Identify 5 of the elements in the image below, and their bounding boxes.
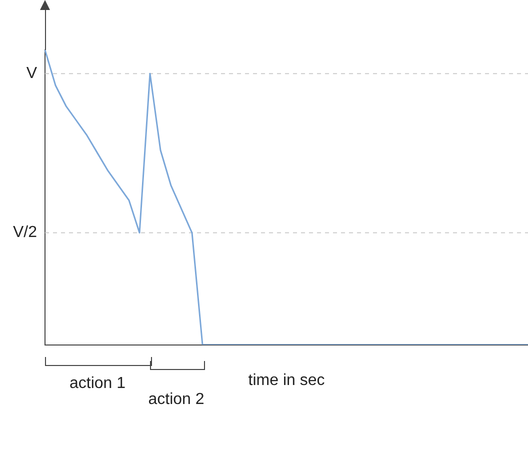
ref-line-label: V/2: [12, 224, 38, 242]
x-axis-title: time in sec: [248, 372, 325, 389]
text: action 2: [148, 390, 204, 409]
ref-line-label: V: [26, 64, 38, 82]
text: action 1: [69, 374, 126, 393]
